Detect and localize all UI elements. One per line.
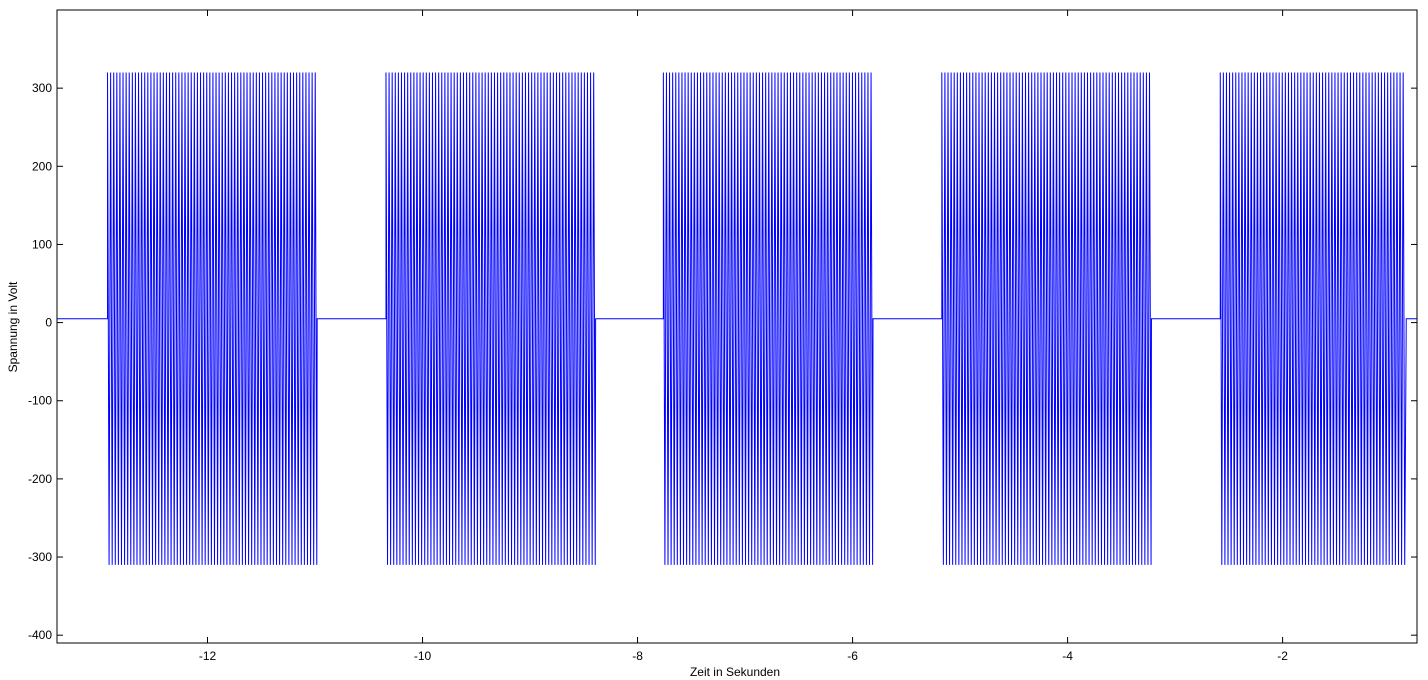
y-tick-label: 0 bbox=[45, 316, 52, 330]
y-tick-label: -200 bbox=[28, 472, 52, 486]
y-tick-label: -300 bbox=[28, 550, 52, 564]
plot-frame bbox=[56, 9, 1418, 644]
x-axis-label: Zeit in Sekunden bbox=[690, 665, 780, 679]
series-layer bbox=[57, 72, 1417, 565]
y-tick-label: -100 bbox=[28, 394, 52, 408]
x-tick-label: -10 bbox=[414, 649, 432, 663]
x-axis: -12 -10 -8 -6 -4 -2 bbox=[199, 10, 1288, 663]
y-tick-label: 200 bbox=[32, 159, 52, 173]
x-tick-label: -4 bbox=[1062, 649, 1073, 663]
x-tick-label: -12 bbox=[199, 649, 217, 663]
y-axis-label: Spannung in Volt bbox=[6, 281, 20, 372]
x-tick-label: -2 bbox=[1277, 649, 1288, 663]
x-tick-label: -6 bbox=[847, 649, 858, 663]
x-tick-label: -8 bbox=[632, 649, 643, 663]
y-axis: 300 200 100 0 -100 -200 -300 -400 bbox=[28, 81, 1417, 642]
y-tick-label: 100 bbox=[32, 237, 52, 251]
y-tick-label: 300 bbox=[32, 81, 52, 95]
y-tick-label: -400 bbox=[28, 628, 52, 642]
voltage-series-line bbox=[57, 72, 1417, 565]
